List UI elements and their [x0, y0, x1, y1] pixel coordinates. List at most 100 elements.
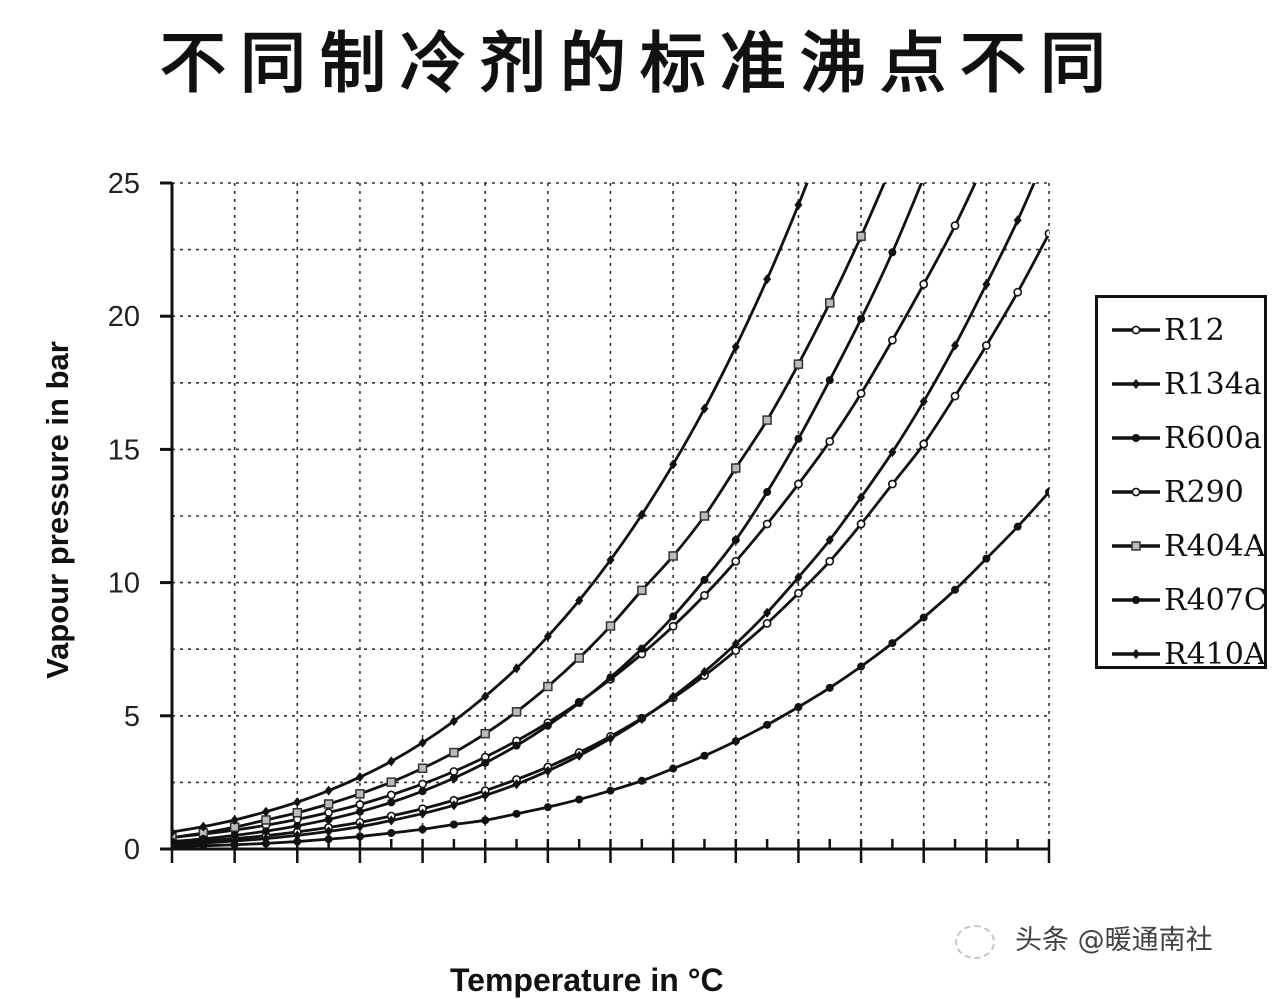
data-point [763, 720, 772, 729]
data-point [324, 835, 333, 844]
data-point [511, 707, 522, 717]
data-point [575, 699, 584, 708]
data-point [794, 434, 803, 443]
y-tick-label: 25 [108, 168, 140, 200]
data-point [669, 459, 678, 470]
y-tick-label: 15 [108, 434, 140, 466]
data-point [575, 750, 584, 761]
data-point [172, 826, 176, 837]
data-point [481, 758, 490, 767]
data-point [857, 314, 866, 323]
legend-item: R404A [1110, 526, 1266, 566]
legend-label: R134a [1164, 366, 1262, 402]
data-point [512, 741, 521, 750]
data-point [606, 673, 615, 682]
data-point [888, 639, 897, 648]
data-point [606, 733, 615, 744]
legend-label: R404A [1164, 528, 1266, 564]
data-point [762, 618, 772, 628]
legend-item: R12 [1110, 310, 1225, 350]
data-point [418, 737, 427, 748]
data-point [857, 492, 866, 503]
y-tick-label: 10 [108, 568, 140, 600]
data-point [449, 747, 459, 758]
data-point [825, 298, 835, 308]
data-point [481, 816, 490, 825]
data-point [605, 621, 616, 631]
data-point [699, 511, 710, 521]
data-point [418, 808, 427, 819]
data-point [512, 779, 521, 790]
series-r134a [172, 143, 1053, 849]
data-point [794, 703, 803, 712]
legend-swatch-icon [1112, 596, 1160, 604]
data-point [825, 534, 834, 545]
y-tick-label: 0 [124, 834, 140, 866]
legend-swatch-icon [1112, 649, 1160, 659]
data-point [1132, 379, 1140, 389]
data-point [762, 415, 772, 425]
page-title: 不同制冷剂的标准沸点不同 [160, 24, 1120, 102]
series-r12 [172, 229, 1049, 848]
data-point [1044, 229, 1049, 239]
data-point [261, 827, 270, 836]
data-point [1131, 487, 1141, 497]
data-point [355, 800, 365, 809]
legend-item: R407C [1110, 580, 1267, 620]
legend-label: R600a [1164, 420, 1262, 456]
data-point [731, 341, 740, 352]
legend: R12 R134a R600a R290 R404A R407C R410A [1095, 295, 1267, 672]
data-point [543, 721, 552, 730]
legend-item: R134a [1110, 364, 1262, 404]
data-point [826, 119, 834, 129]
legend-swatch-icon [1112, 379, 1160, 389]
data-point [669, 612, 678, 621]
legend-label: R12 [1164, 312, 1225, 348]
data-point [1132, 649, 1140, 659]
grid [172, 182, 1050, 849]
data-point [1045, 143, 1053, 153]
data-point [637, 509, 646, 520]
data-point [794, 588, 803, 598]
data-point [951, 585, 960, 594]
data-point [763, 607, 772, 618]
data-point [543, 681, 553, 692]
series-group [172, 119, 1053, 849]
data-point [199, 841, 208, 849]
data-point [888, 447, 897, 458]
data-point [669, 691, 678, 702]
data-point [825, 683, 834, 692]
data-point [919, 279, 929, 289]
data-point [387, 756, 396, 767]
data-point [856, 519, 866, 529]
data-point [449, 767, 459, 776]
data-point [950, 391, 960, 401]
data-point [386, 777, 396, 787]
data-point [387, 815, 396, 826]
data-point [982, 279, 991, 290]
data-point [293, 837, 302, 846]
series-line [172, 183, 1036, 847]
data-point [1013, 287, 1023, 297]
data-point [888, 248, 897, 257]
legend-label: R410A [1164, 636, 1266, 672]
data-point [1132, 596, 1140, 604]
data-point [856, 231, 866, 242]
data-point [575, 595, 584, 606]
data-point [731, 535, 740, 544]
series-r404a [172, 183, 886, 843]
data-point [449, 716, 458, 727]
x-axis-label: Temperature in °C [450, 962, 724, 998]
data-point [981, 341, 991, 350]
data-point [825, 437, 835, 446]
data-point [481, 790, 490, 801]
data-point [982, 554, 991, 563]
legend-item: R410A [1110, 634, 1266, 674]
data-point [794, 572, 803, 583]
data-point [575, 795, 584, 804]
axes [160, 181, 1051, 863]
data-point [1131, 325, 1141, 335]
y-tick-labels: 0 5 10 15 20 25 [108, 168, 140, 866]
data-point [668, 551, 678, 561]
data-point [230, 831, 239, 840]
